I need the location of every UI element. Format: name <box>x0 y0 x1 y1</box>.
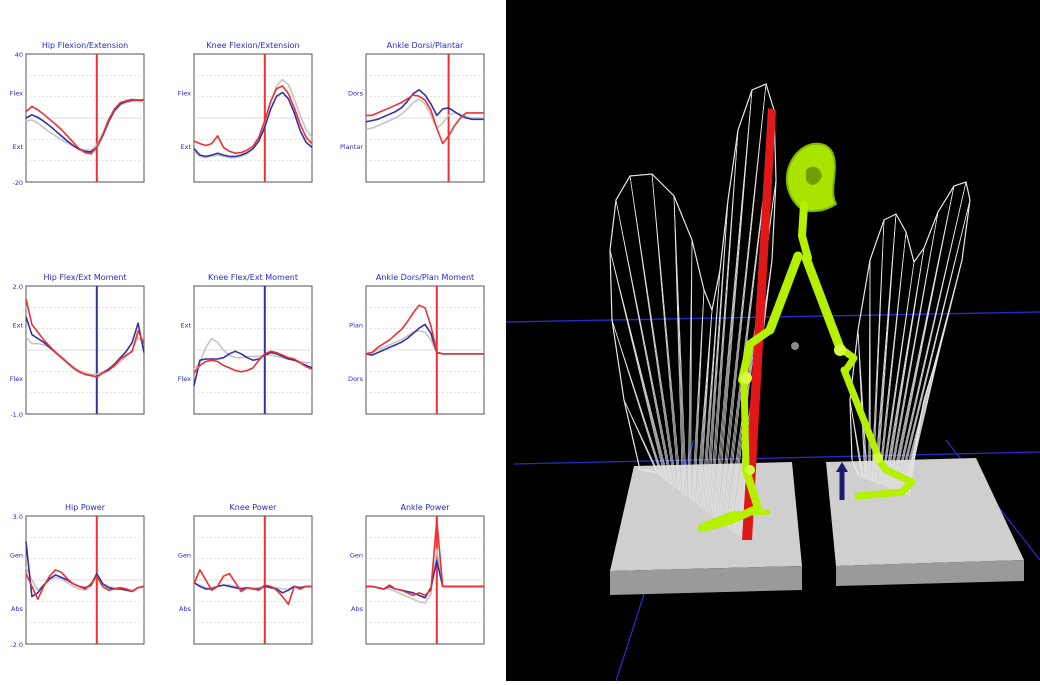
chart-title: Knee Flex/Ext Moment <box>208 273 298 282</box>
chart-title: Hip Flex/Ext Moment <box>43 273 126 282</box>
y-tick-label: Gen <box>178 551 191 559</box>
chart-title: Hip Flexion/Extension <box>42 41 128 50</box>
y-tick-label: Abs <box>179 605 192 613</box>
y-tick-label: Ext <box>12 321 23 329</box>
y-tick-label: Dors <box>348 89 364 97</box>
right-force-plate <box>826 458 1024 586</box>
y-tick-label: Plantar <box>340 143 363 151</box>
chart-title: Ankle Power <box>400 503 450 512</box>
gait-chart: Knee Power Gen Abs <box>178 503 312 644</box>
gait-chart: Hip Flex/Ext Moment 2.0 Ext Flex -1.0 <box>10 273 144 419</box>
chart-title: Hip Power <box>65 503 106 512</box>
gait-charts-grid: Hip Flexion/Extension 40 Flex Ext -20 Knee Fl… <box>0 0 506 681</box>
y-tick-label: Gen <box>10 551 23 559</box>
y-tick-label: Ext <box>12 143 23 151</box>
y-tick-label: Flex <box>10 375 23 383</box>
gait-chart: Ankle Power Gen Abs <box>350 503 484 644</box>
chart-title: Ankle Dorsi/Plantar <box>387 41 464 50</box>
y-tick-label: Abs <box>351 605 364 613</box>
y-tick-label: Ext <box>180 321 191 329</box>
y-tick-label: Flex <box>178 89 191 97</box>
butterfly-wire <box>899 200 970 492</box>
butterfly-wire <box>652 174 681 492</box>
gait-charts-panel: Hip Flexion/Extension 40 Flex Ext -20 Knee Fl… <box>0 0 506 681</box>
y-tick-label: Ext <box>180 143 191 151</box>
gait-chart: Ankle Dors/Plan Moment Plan Dors <box>348 273 484 414</box>
y-tick-label: 40 <box>15 51 23 59</box>
y-tick-label: -20 <box>12 179 23 187</box>
gait-chart: Hip Flexion/Extension 40 Flex Ext -20 <box>10 41 144 187</box>
y-tick-label: Flex <box>178 375 191 383</box>
gait-chart: Knee Flex/Ext Moment Ext Flex <box>178 273 312 414</box>
y-tick-label: Gen <box>350 551 363 559</box>
chart-title: Knee Flexion/Extension <box>206 41 299 50</box>
chart-title: Knee Power <box>230 503 278 512</box>
butterfly-wire <box>870 260 871 481</box>
y-tick-label: Dors <box>348 375 364 383</box>
right-force-butterfly-wireframe <box>850 182 970 496</box>
y-tick-label: Flex <box>10 89 23 97</box>
y-tick-label: Abs <box>11 605 24 613</box>
gait-chart: Ankle Dorsi/Plantar Dors Plantar <box>340 41 484 182</box>
gait-chart: Knee Flexion/Extension Flex Ext <box>178 41 312 182</box>
center-of-mass-marker <box>791 342 799 350</box>
y-tick-label: -2.0 <box>10 641 23 649</box>
y-tick-label: Plan <box>349 321 363 329</box>
3d-gait-viewport[interactable] <box>506 0 1040 681</box>
y-tick-label: 2.0 <box>13 283 23 291</box>
butterfly-wire <box>630 176 677 489</box>
3d-scene <box>506 0 1040 681</box>
y-tick-label: -1.0 <box>10 411 23 419</box>
butterfly-wire <box>674 196 687 496</box>
gait-chart: Hip Power 3.0 Gen Abs -2.0 <box>10 503 144 649</box>
chart-title: Ankle Dors/Plan Moment <box>376 273 474 282</box>
y-tick-label: 3.0 <box>13 513 23 521</box>
